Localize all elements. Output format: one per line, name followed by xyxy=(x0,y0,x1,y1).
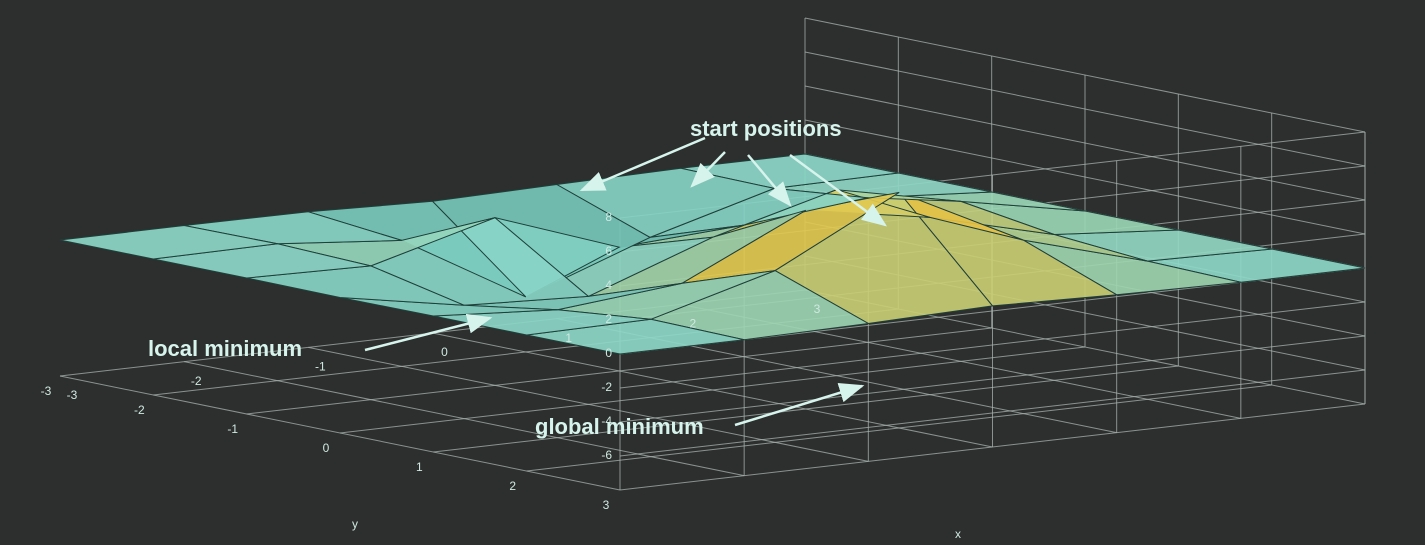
annotations: start positions local minimum global min… xyxy=(148,116,961,541)
grid-line xyxy=(619,403,1366,491)
y-axis-label: y xyxy=(352,517,358,531)
grid-line xyxy=(433,365,1179,453)
x-tick-label: 0 xyxy=(441,345,448,359)
z-tick-label: -4 xyxy=(601,414,612,428)
z-tick-label: 2 xyxy=(605,312,612,326)
z-tick-label: 6 xyxy=(605,244,612,258)
grid-line xyxy=(526,384,1272,472)
x-tick-label: -1 xyxy=(315,360,326,374)
arrow xyxy=(690,151,726,188)
surface xyxy=(59,153,1366,355)
x-tick-label: -2 xyxy=(191,374,202,388)
z-tick-label: 8 xyxy=(605,210,612,224)
annotation: start positions xyxy=(690,116,842,141)
y-tick-label: -3 xyxy=(41,384,52,398)
arrow xyxy=(734,383,865,427)
arrow xyxy=(364,313,493,352)
y-tick-label: 1 xyxy=(416,460,423,474)
y-tick-label: 3 xyxy=(603,498,610,512)
grid-line xyxy=(246,327,992,415)
y-tick-label: 0 xyxy=(323,441,330,455)
x-tick-label: 1 xyxy=(565,331,572,345)
y-tick-label: -1 xyxy=(227,422,238,436)
z-tick-label: -6 xyxy=(601,448,612,462)
annotation: local minimum xyxy=(148,336,302,361)
labels: -6 -4 -2 0 2 4 6 8 -3 -2 -1 0 1 2 3 -3 -2 -1 0 1 2 3 xyxy=(41,210,821,512)
z-tick-label: 4 xyxy=(605,278,612,292)
x-tick-label: 2 xyxy=(689,317,696,331)
y-tick-label: -2 xyxy=(134,403,145,417)
grid-line xyxy=(339,346,1086,434)
z-tick-label: -2 xyxy=(601,380,612,394)
annotation: global minimum xyxy=(535,414,704,439)
x-tick-label: -3 xyxy=(67,388,78,402)
arrow xyxy=(579,136,706,192)
arrow xyxy=(747,154,792,207)
x-axis-label: x xyxy=(955,527,961,541)
y-tick-label: 2 xyxy=(509,479,516,493)
surface-patch xyxy=(59,224,278,260)
z-tick-label: 0 xyxy=(605,346,612,360)
arrow xyxy=(789,153,888,227)
x-tick-label: 3 xyxy=(814,302,821,316)
